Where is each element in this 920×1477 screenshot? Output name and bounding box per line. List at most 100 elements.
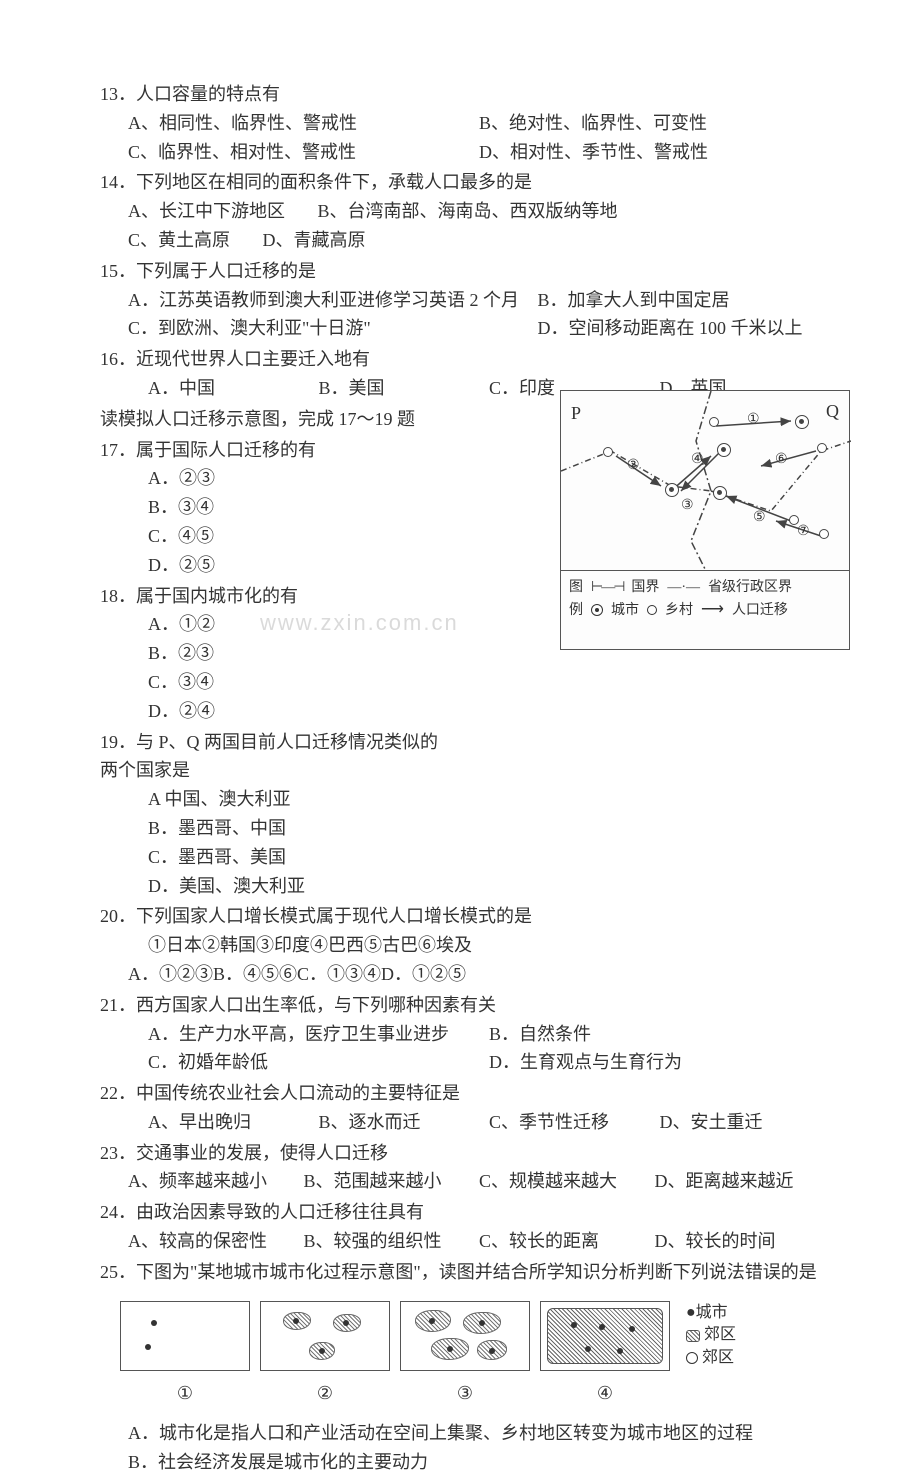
- question-13: 13．人口容量的特点有 A、相同性、临界性、警戒性 B、绝对性、临界性、可变性 …: [100, 80, 830, 166]
- q24-opt-d: D、较长的时间: [655, 1227, 831, 1256]
- panel-label-4: ④: [540, 1379, 670, 1408]
- panel-2: [260, 1301, 390, 1371]
- question-14: 14．下列地区在相同的面积条件下，承载人口最多的是 A、长江中下游地区 B、台湾…: [100, 168, 830, 254]
- question-15: 15．下列属于人口迁移的是 A．江苏英语教师到澳大利亚进修学习英语 2 个月 B…: [100, 257, 830, 343]
- question-24: 24．由政治因素导致的人口迁移往往具有 A、较高的保密性 B、较强的组织性 C、…: [100, 1198, 830, 1256]
- map-area: P Q ① ② ③: [561, 391, 849, 571]
- q14-opt-b: B、台湾南部、海南岛、西双版纳等地: [318, 197, 618, 226]
- q19-opt-d: D．美国、澳大利亚: [148, 872, 348, 901]
- diagram-legend: 图 ⊢—⊣ 国界 —·— 省级行政区界 例 城市 乡村 ⟶ 人口迁移: [561, 571, 849, 628]
- q15-options: A．江苏英语教师到澳大利亚进修学习英语 2 个月 B．加拿大人到中国定居 C．到…: [100, 286, 830, 344]
- q17-options: A．②③ B．③④ C．④⑤ D．②⑤: [100, 464, 520, 579]
- q23-options: A、频率越来越小 B、范围越来越小 C、规模越来越大 D、距离越来越近: [100, 1167, 830, 1196]
- q22-opt-a: A、早出晚归: [148, 1108, 319, 1137]
- q15-opt-c: C．到欧洲、澳大利亚"十日游": [128, 314, 538, 343]
- q19-opt-b: B．墨西哥、中国: [148, 814, 348, 843]
- q23-opt-b: B、范围越来越小: [304, 1167, 480, 1196]
- q22-opt-d: D、安土重迁: [660, 1108, 831, 1137]
- panel-4: [540, 1301, 670, 1371]
- q22-opt-c: C、季节性迁移: [489, 1108, 660, 1137]
- q16-opt-a: A．中国: [148, 374, 319, 403]
- q21-stem: 21．西方国家人口出生率低，与下列哪种因素有关: [100, 991, 830, 1020]
- q21-options: A．生产力水平高，医疗卫生事业进步 B．自然条件 C．初婚年龄低 D．生育观点与…: [100, 1020, 830, 1078]
- q14-opt-d: D、青藏高原: [263, 226, 366, 255]
- circle-3: ③: [681, 495, 694, 517]
- circle-5: ⑤: [753, 507, 766, 529]
- circle-6: ⑥: [775, 449, 788, 471]
- legend-mig: 人口迁移: [732, 600, 788, 621]
- q13-stem: 13．人口容量的特点有: [100, 80, 830, 109]
- q23-stem: 23．交通事业的发展，使得人口迁移: [100, 1139, 830, 1168]
- q18-opt-d: D．②④: [148, 697, 348, 726]
- q21-opt-a: A．生产力水平高，医疗卫生事业进步: [148, 1020, 489, 1049]
- arrow-icon: ⟶: [701, 598, 724, 622]
- legend-city: 城市: [611, 600, 639, 621]
- panel-3: [400, 1301, 530, 1371]
- q19-opt-c: C．墨西哥、美国: [148, 843, 348, 872]
- question-21: 21．西方国家人口出生率低，与下列哪种因素有关 A．生产力水平高，医疗卫生事业进…: [100, 991, 830, 1077]
- q13-opt-c: C、临界性、相对性、警戒性: [128, 138, 479, 167]
- q17-opt-c: C．④⑤: [148, 522, 348, 551]
- q17-opt-d: D．②⑤: [148, 551, 348, 580]
- legend-tu: 图: [569, 577, 583, 598]
- q17-opt-a: A．②③: [148, 464, 348, 493]
- village-icon: [647, 605, 657, 615]
- legend-li: 例: [569, 600, 583, 621]
- q19-stem: 19．与 P、Q 两国目前人口迁移情况类似的: [100, 728, 520, 757]
- circle-4: ④: [691, 449, 704, 471]
- q19-stem2: 两个国家是: [100, 756, 520, 785]
- q20-line2: ①日本②韩国③印度④巴西⑤古巴⑥埃及: [100, 931, 830, 960]
- question-17: 17．属于国际人口迁移的有 A．②③ B．③④ C．④⑤ D．②⑤: [100, 436, 520, 580]
- panel-label-2: ②: [260, 1379, 390, 1408]
- circle-1: ①: [747, 409, 760, 431]
- q24-opt-c: C、较长的距离: [479, 1227, 655, 1256]
- q15-stem: 15．下列属于人口迁移的是: [100, 257, 830, 286]
- q25-opt-b: B．社会经济发展是城市化的主要动力: [128, 1448, 830, 1477]
- q15-opt-b: B．加拿大人到中国定居: [538, 286, 831, 315]
- q22-opt-b: B、逐水而迁: [319, 1108, 490, 1137]
- q19-opt-a: A 中国、澳大利亚: [148, 785, 348, 814]
- question-19: 19．与 P、Q 两国目前人口迁移情况类似的 两个国家是 A 中国、澳大利亚 B…: [100, 728, 520, 901]
- figure-labels: ① ② ③ ④: [120, 1379, 830, 1408]
- legend-border: 国界: [631, 577, 659, 598]
- circle-2: ②: [627, 455, 640, 477]
- question-20: 20．下列国家人口增长模式属于现代人口增长模式的是 ①日本②韩国③印度④巴西⑤古…: [100, 902, 830, 988]
- q23-opt-a: A、频率越来越小: [128, 1167, 304, 1196]
- q13-options: A、相同性、临界性、警戒性 B、绝对性、临界性、可变性 C、临界性、相对性、警戒…: [100, 109, 830, 167]
- q23-opt-c: C、规模越来越大: [479, 1167, 655, 1196]
- q14-stem: 14．下列地区在相同的面积条件下，承载人口最多的是: [100, 168, 830, 197]
- city-icon: [591, 604, 603, 616]
- question-25: 25．下图为"某地城市城市化过程示意图"，读图并结合所学知识分析判断下列说法错误…: [100, 1258, 830, 1287]
- q24-opt-a: A、较高的保密性: [128, 1227, 304, 1256]
- question-23: 23．交通事业的发展，使得人口迁移 A、频率越来越小 B、范围越来越小 C、规模…: [100, 1139, 830, 1197]
- q20-stem: 20．下列国家人口增长模式属于现代人口增长模式的是: [100, 902, 830, 931]
- legend-village: 乡村: [665, 600, 693, 621]
- q25-options: A．城市化是指人口和产业活动在空间上集聚、乡村地区转变为城市地区的过程 B．社会…: [100, 1419, 830, 1477]
- q14-opt-c: C、黄土高原: [128, 226, 230, 255]
- urbanization-figure: ●城市 郊区 郊区: [120, 1301, 830, 1371]
- q17-opt-b: B．③④: [148, 493, 348, 522]
- q13-opt-b: B、绝对性、临界性、可变性: [479, 109, 830, 138]
- q25-opt-a: A．城市化是指人口和产业活动在空间上集聚、乡村地区转变为城市地区的过程: [128, 1419, 830, 1448]
- q13-opt-a: A、相同性、临界性、警戒性: [128, 109, 479, 138]
- legend-prov: 省级行政区界: [708, 577, 792, 598]
- q21-opt-c: C．初婚年龄低: [148, 1048, 489, 1077]
- q20-opts: A．①②③B．④⑤⑥C．①③④D．①②⑤: [100, 960, 830, 989]
- q15-opt-a: A．江苏英语教师到澳大利亚进修学习英语 2 个月: [128, 286, 538, 315]
- q24-opt-b: B、较强的组织性: [304, 1227, 480, 1256]
- q25-stem: 25．下图为"某地城市城市化过程示意图"，读图并结合所学知识分析判断下列说法错误…: [100, 1258, 830, 1287]
- panel-label-3: ③: [400, 1379, 530, 1408]
- q24-stem: 24．由政治因素导致的人口迁移往往具有: [100, 1198, 830, 1227]
- q19-options: A 中国、澳大利亚 B．墨西哥、中国 C．墨西哥、美国 D．美国、澳大利亚: [100, 785, 520, 900]
- q24-options: A、较高的保密性 B、较强的组织性 C、较长的距离 D、较长的时间: [100, 1227, 830, 1256]
- panel-1: [120, 1301, 250, 1371]
- q13-opt-d: D、相对性、季节性、警戒性: [479, 138, 830, 167]
- q17-stem: 17．属于国际人口迁移的有: [100, 436, 520, 465]
- legend-suburb: 郊区: [686, 1324, 736, 1346]
- q14-opt-a: A、长江中下游地区: [128, 197, 285, 226]
- q22-options: A、早出晚归 B、逐水而迁 C、季节性迁移 D、安土重迁: [100, 1108, 830, 1137]
- q23-opt-d: D、距离越来越近: [655, 1167, 831, 1196]
- q18-stem: 18．属于国内城市化的有: [100, 582, 520, 611]
- q18-options: A．①② B．②③ C．③④ D．②④: [100, 610, 520, 725]
- legend-city: ●城市: [686, 1302, 736, 1324]
